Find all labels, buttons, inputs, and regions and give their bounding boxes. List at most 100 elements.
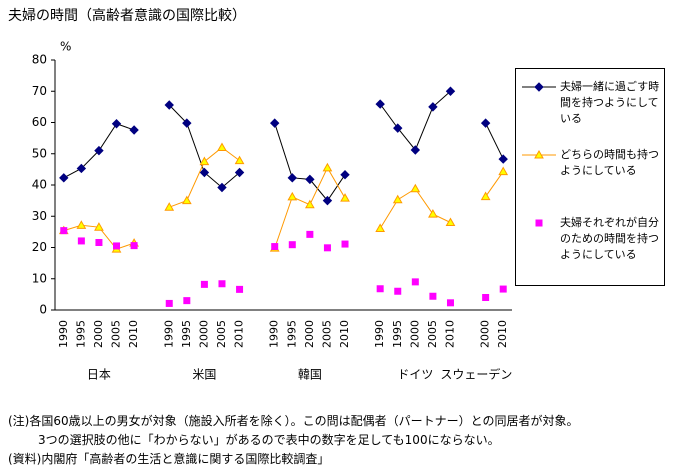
- legend-label: どちらの時間も持つようにしている: [560, 148, 659, 177]
- y-tick-label: 40: [32, 178, 47, 192]
- legend-swatch: [522, 82, 556, 92]
- marker: [375, 223, 386, 232]
- series-line: [169, 146, 240, 208]
- marker: [164, 100, 174, 110]
- marker: [287, 173, 297, 183]
- marker: [482, 294, 490, 301]
- legend-label: 夫婦一緒に過ごす時間を持つようにしている: [560, 80, 660, 125]
- x-tick-label: 1995: [180, 320, 193, 348]
- x-tick-label: 2010: [127, 320, 140, 348]
- marker: [165, 299, 173, 307]
- marker: [270, 118, 280, 128]
- marker: [287, 191, 298, 201]
- marker: [234, 167, 245, 178]
- marker: [534, 82, 544, 92]
- marker: [94, 222, 104, 231]
- marker: [376, 285, 384, 293]
- marker: [322, 162, 333, 172]
- marker: [111, 119, 122, 129]
- marker: [59, 173, 69, 183]
- marker: [217, 182, 227, 193]
- x-tick-label: 2000: [479, 320, 492, 348]
- group-label: 日本: [87, 368, 111, 382]
- marker: [200, 280, 208, 288]
- marker: [76, 220, 87, 229]
- group-label: ドイツ: [397, 368, 433, 382]
- marker: [95, 239, 103, 246]
- x-tick-label: 2000: [408, 320, 421, 348]
- marker: [445, 86, 456, 96]
- legend-swatch: [535, 219, 543, 227]
- series-line: [379, 90, 451, 151]
- series-line: [274, 122, 346, 202]
- marker: [305, 174, 315, 185]
- legend-swatch: [522, 149, 556, 159]
- series-line: [485, 171, 504, 197]
- marker: [340, 169, 350, 180]
- marker: [480, 118, 491, 128]
- marker: [392, 194, 403, 204]
- marker: [393, 123, 403, 133]
- y-tick-label: 0: [39, 303, 47, 317]
- x-tick-label: 2005: [215, 320, 228, 348]
- x-tick-label: 2000: [92, 320, 105, 348]
- x-tick-label: 2000: [197, 320, 210, 348]
- marker: [446, 299, 454, 307]
- marker: [113, 242, 121, 250]
- legend-label: 夫婦それぞれが自分のための時間を持つようにしている: [560, 216, 659, 261]
- marker: [199, 167, 210, 178]
- marker: [411, 278, 419, 286]
- series-line: [379, 188, 451, 229]
- x-tick-label: 2005: [320, 320, 333, 348]
- x-tick-label: 2005: [110, 320, 123, 348]
- marker: [77, 237, 85, 245]
- marker: [164, 202, 175, 211]
- notes: (注)各国60歳以上の男女が対象（施設入所者を除く）。この問は配偶者（パートナー…: [8, 412, 579, 469]
- x-tick-label: 2000: [303, 320, 316, 348]
- y-tick-label: 30: [32, 209, 47, 223]
- y-tick-label: 10: [32, 271, 47, 285]
- x-tick-label: 1995: [391, 320, 404, 348]
- marker: [375, 99, 385, 109]
- marker: [340, 193, 350, 202]
- marker: [234, 155, 245, 165]
- marker: [236, 285, 244, 293]
- marker: [182, 118, 192, 128]
- marker: [410, 183, 421, 193]
- marker: [305, 199, 315, 209]
- marker: [130, 242, 138, 250]
- marker: [217, 142, 227, 151]
- y-unit: %: [60, 40, 71, 54]
- group-label: 韓国: [298, 368, 322, 382]
- x-tick-label: 2010: [233, 320, 246, 348]
- x-tick-label: 2005: [426, 320, 439, 348]
- group-label: スウェーデン: [440, 367, 512, 382]
- marker: [218, 280, 226, 288]
- marker: [129, 125, 139, 135]
- marker: [199, 156, 210, 166]
- y-tick-label: 20: [32, 240, 47, 254]
- marker: [341, 240, 349, 248]
- y-tick-label: 70: [32, 84, 47, 98]
- marker: [534, 149, 544, 159]
- y-tick-label: 80: [32, 53, 47, 67]
- y-tick-label: 60: [32, 115, 47, 129]
- marker: [429, 292, 437, 300]
- chart-title: 夫婦の時間（高齢者意識の国際比較）: [8, 7, 246, 24]
- marker: [76, 163, 87, 174]
- x-tick-label: 1995: [74, 320, 87, 348]
- marker: [498, 154, 508, 164]
- marker: [445, 217, 456, 226]
- x-tick-label: 1990: [373, 320, 386, 348]
- marker: [480, 191, 491, 201]
- note: (注)各国60歳以上の男女が対象（施設入所者を除く）。この問は配偶者（パートナー…: [8, 414, 579, 428]
- x-tick-label: 1995: [285, 320, 298, 348]
- marker: [428, 102, 438, 112]
- note: (資料)内閣府「高齢者の生活と意識に関する国際比較調査」: [8, 452, 330, 466]
- y-tick-label: 50: [32, 146, 47, 160]
- x-tick-label: 1990: [162, 320, 175, 348]
- marker: [499, 285, 507, 293]
- note: 3つの選択肢の他に「わからない」があるので表中の数字を足しても100にならない。: [38, 433, 500, 447]
- x-tick-label: 1990: [57, 320, 70, 348]
